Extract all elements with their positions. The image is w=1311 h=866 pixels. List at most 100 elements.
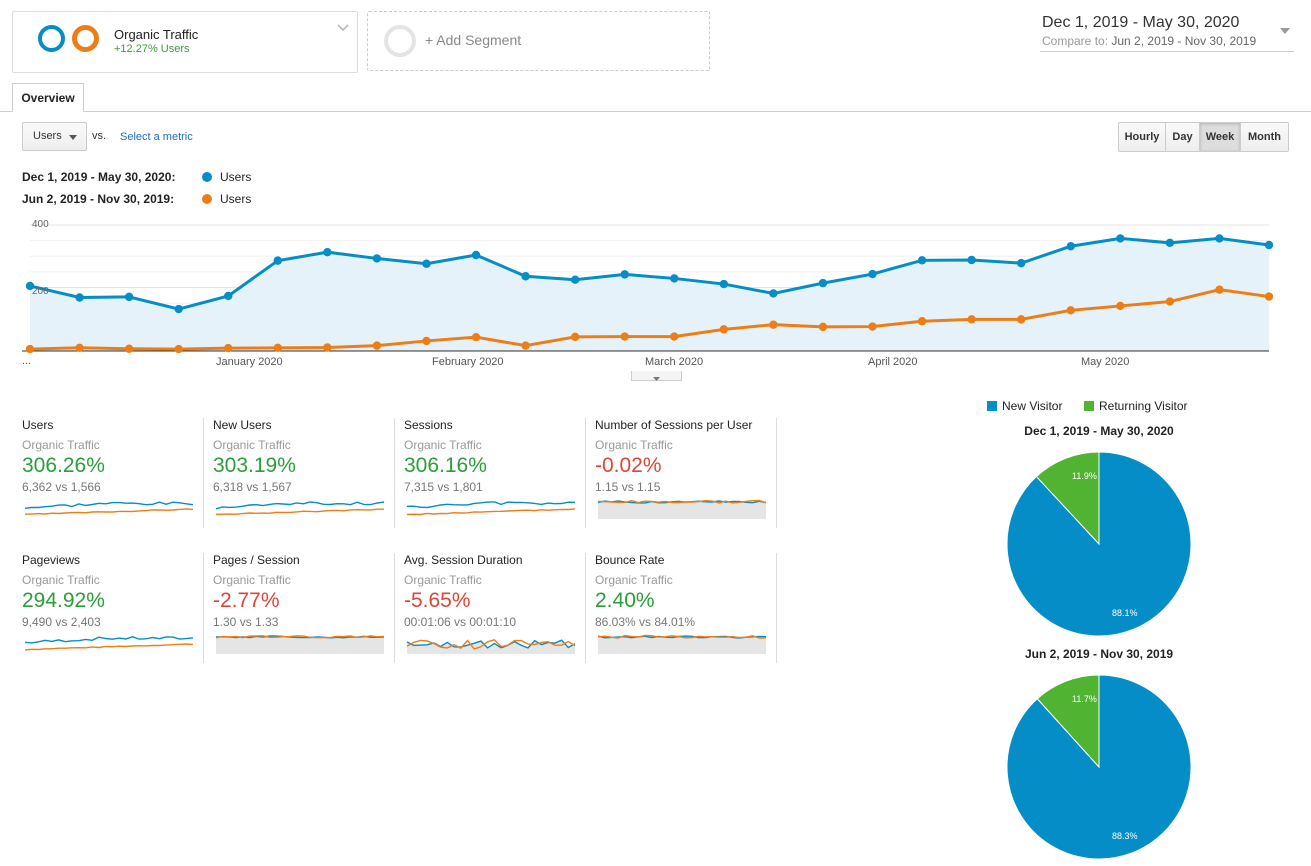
scorecard[interactable]: Avg. Session Duration Organic Traffic -5.6… (404, 553, 579, 663)
primary-data-point[interactable] (224, 291, 233, 301)
primary-data-point[interactable] (620, 270, 629, 279)
metric-select[interactable]: Users (22, 122, 87, 151)
primary-data-point[interactable] (868, 269, 877, 279)
primary-data-point[interactable] (1017, 258, 1026, 268)
compare-data-point[interactable] (521, 341, 530, 350)
compare-data-point[interactable] (124, 344, 134, 353)
compare-data-point[interactable] (422, 336, 431, 346)
date-range-caret-icon[interactable] (1280, 28, 1290, 34)
pie-label-new: 88.1% (1112, 608, 1138, 618)
primary-data-point[interactable] (670, 274, 679, 283)
legend-returning-visitor-swatch-icon (1084, 401, 1094, 411)
compare-data-point[interactable] (372, 341, 382, 350)
granularity-day-button[interactable]: Day (1165, 122, 1200, 152)
compare-data-point[interactable] (471, 332, 481, 342)
scorecard-segment: Organic Traffic (595, 573, 673, 587)
compare-data-point[interactable] (174, 344, 183, 354)
compare-data-point[interactable] (273, 343, 282, 353)
compare-data-point[interactable] (224, 343, 233, 353)
primary-data-point[interactable] (719, 279, 729, 289)
primary-data-point[interactable] (471, 250, 481, 260)
primary-data-point[interactable] (124, 292, 134, 302)
scorecard[interactable]: New Users Organic Traffic 303.19% 6,318 vs … (213, 418, 388, 528)
pie-slice-returning-visitor[interactable] (1035, 451, 1100, 546)
pie-label-returning: 11.9% (1072, 471, 1097, 481)
primary-data-point[interactable] (521, 272, 530, 281)
legend-new-visitor: New Visitor (1002, 399, 1063, 413)
scorecard-title: Number of Sessions per User (595, 418, 753, 432)
pie-slice-returning-visitor[interactable] (1036, 674, 1100, 769)
compare-to-label: Compare to: (1042, 34, 1109, 48)
scorecard[interactable]: Sessions Organic Traffic 306.16% 7,315 vs 1… (404, 418, 579, 528)
compare-data-point[interactable] (670, 332, 679, 341)
x-tick-label: ... (22, 355, 32, 367)
sparkline-area (598, 636, 766, 654)
primary-data-point[interactable] (422, 259, 431, 268)
primary-data-point[interactable] (1116, 234, 1125, 243)
compare-data-point[interactable] (1215, 285, 1224, 294)
primary-data-point[interactable] (25, 281, 35, 291)
compare-data-point[interactable] (868, 322, 877, 331)
primary-data-point[interactable] (1165, 238, 1175, 248)
primary-data-point[interactable] (174, 304, 183, 314)
legend-primary-range: Dec 1, 2019 - May 30, 2020: (22, 170, 176, 184)
compare-data-point[interactable] (1165, 297, 1175, 306)
compare-data-point[interactable] (719, 325, 729, 334)
x-tick-label: January 2020 (216, 356, 283, 368)
granularity-week-button[interactable]: Week (1199, 122, 1241, 152)
primary-data-point[interactable] (769, 289, 778, 298)
metric-select-value: Users (33, 130, 62, 142)
compare-data-point[interactable] (967, 315, 976, 324)
scorecard-title: New Users (213, 418, 272, 432)
scorecard-segment: Organic Traffic (595, 438, 673, 452)
compare-data-point[interactable] (1066, 306, 1075, 315)
scorecard-sparkline (597, 499, 767, 519)
scorecard-sparkline (215, 635, 385, 654)
compare-data-point[interactable] (75, 343, 84, 353)
primary-data-point[interactable] (323, 247, 332, 257)
segment-card-organic-traffic[interactable]: Organic Traffic +12.27% Users (12, 11, 358, 73)
chevron-down-icon[interactable] (337, 22, 349, 34)
compare-data-point[interactable] (917, 317, 927, 326)
primary-data-point[interactable] (1215, 234, 1224, 243)
sparkline-compare-line (25, 508, 194, 515)
chart-collapse-toggle[interactable] (631, 371, 682, 381)
primary-data-point[interactable] (372, 254, 382, 263)
compare-data-point[interactable] (620, 332, 629, 341)
scorecard-comparison: 00:01:06 vs 00:01:10 (404, 615, 517, 629)
scorecard[interactable]: Number of Sessions per User Organic Traff… (595, 418, 770, 528)
select-metric-link[interactable]: Select a metric (120, 131, 193, 143)
add-segment-button[interactable]: + Add Segment (367, 11, 710, 71)
y-tick-label-400: 400 (32, 219, 49, 230)
primary-data-point[interactable] (818, 278, 828, 288)
scorecard[interactable]: Users Organic Traffic 306.26% 6,362 vs 1,56… (22, 418, 197, 528)
granularity-hourly-button[interactable]: Hourly (1118, 122, 1166, 152)
scorecard[interactable]: Pageviews Organic Traffic 294.92% 9,490 vs … (22, 553, 197, 663)
primary-data-point[interactable] (967, 255, 976, 265)
compare-data-point[interactable] (818, 322, 828, 332)
compare-data-point[interactable] (769, 320, 778, 329)
compare-data-point[interactable] (1264, 292, 1274, 301)
primary-data-point[interactable] (570, 275, 580, 284)
compare-data-point[interactable] (25, 344, 35, 354)
sparkline-compare-line (597, 499, 767, 504)
date-range-primary[interactable]: Dec 1, 2019 - May 30, 2020 (1042, 14, 1240, 31)
primary-data-point[interactable] (917, 256, 927, 265)
compare-data-point[interactable] (1116, 301, 1125, 311)
scorecard-change: -5.65% (404, 589, 471, 612)
primary-data-point[interactable] (1066, 242, 1075, 251)
compare-data-point[interactable] (1017, 315, 1026, 324)
segment-primary-ring-icon (38, 25, 65, 52)
primary-data-point[interactable] (273, 256, 282, 265)
compare-data-point[interactable] (570, 332, 580, 342)
primary-data-point[interactable] (75, 293, 84, 302)
scorecard-comparison: 86.03% vs 84.01% (595, 615, 696, 629)
scorecard-segment: Organic Traffic (404, 573, 482, 587)
date-range-compare[interactable]: Compare to: Jun 2, 2019 - Nov 30, 2019 (1042, 34, 1256, 48)
primary-data-point[interactable] (1264, 240, 1274, 250)
tab-overview[interactable]: Overview (12, 83, 84, 112)
scorecard[interactable]: Pages / Session Organic Traffic -2.77% 1.30… (213, 553, 388, 663)
granularity-month-button[interactable]: Month (1240, 122, 1289, 152)
scorecard[interactable]: Bounce Rate Organic Traffic 2.40% 86.03% vs… (595, 553, 770, 663)
compare-data-point[interactable] (323, 343, 332, 352)
